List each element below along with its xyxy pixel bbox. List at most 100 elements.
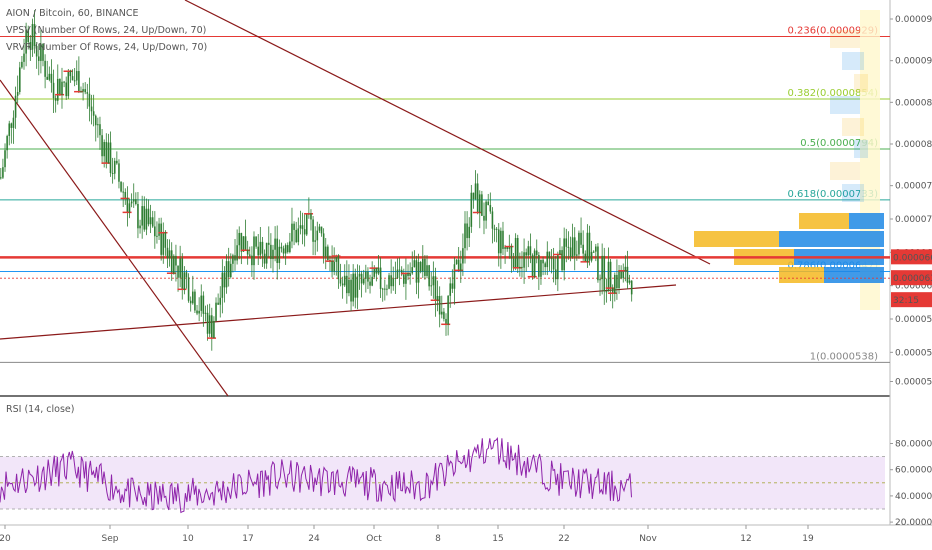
candle-body: [4, 150, 6, 168]
candle-body: [185, 272, 188, 278]
candle-body: [453, 264, 456, 289]
candle-body: [542, 259, 544, 264]
candle-body: [428, 265, 430, 287]
candle-body: [166, 247, 169, 259]
candle-body: [314, 240, 316, 242]
candle-body: [187, 277, 190, 301]
time-tick-label: 19: [802, 534, 814, 544]
candle-body: [238, 232, 241, 246]
candle-body: [301, 225, 304, 230]
candle-body: [305, 214, 308, 235]
candle-body: [341, 283, 344, 286]
candle-body: [417, 262, 420, 283]
candle-body: [192, 291, 194, 304]
candle-body: [436, 295, 439, 301]
candle-body: [588, 232, 591, 261]
price-badge-support: 0.0000664: [893, 253, 932, 263]
candle-body: [61, 81, 63, 95]
candle-body: [512, 258, 515, 269]
candle-body: [44, 60, 46, 77]
candle-body: [620, 270, 622, 279]
candle-body: [516, 238, 519, 268]
fib-label-1: 1(0.0000538): [810, 351, 878, 362]
candle-body: [141, 206, 143, 226]
candle-body: [293, 223, 295, 230]
price-tick-label: 0.0000710: [895, 215, 932, 225]
candle-body: [105, 142, 108, 164]
candle-body: [151, 217, 154, 227]
rsi-tick-label: 20.0000: [895, 518, 932, 528]
candle-body: [175, 255, 177, 266]
candle-body: [478, 194, 481, 213]
time-tick-label: 20: [0, 534, 11, 544]
candle-body: [546, 251, 549, 268]
candle-body: [470, 192, 473, 227]
candle-body: [352, 273, 354, 302]
candle-body: [508, 246, 511, 249]
volume-profile-up-1: [694, 231, 779, 247]
candle-body: [369, 281, 371, 286]
candle-body: [154, 226, 156, 237]
candle-body: [462, 248, 464, 264]
candle-body: [565, 238, 568, 247]
volume-profile-faint-4: [842, 118, 864, 136]
candle-body: [135, 199, 137, 205]
candle-body: [113, 160, 116, 174]
candle-body: [118, 163, 120, 182]
candle-body: [318, 226, 321, 231]
candle-body: [535, 250, 538, 255]
candle-body: [384, 288, 386, 290]
price-tick-label: 0.0000800: [895, 140, 932, 150]
candle-body: [120, 181, 122, 192]
candle-body: [29, 42, 32, 50]
candle-body: [348, 279, 350, 294]
candle-body: [56, 78, 59, 101]
candle-body: [132, 199, 135, 202]
candle-body: [432, 276, 435, 286]
candle-body: [333, 261, 335, 272]
candle-body: [54, 98, 57, 101]
candle-body: [12, 117, 15, 128]
fib-label-0.236: 0.236(0.0000929): [787, 26, 878, 37]
rsi-title[interactable]: RSI (14, close): [6, 404, 75, 415]
candle-body: [521, 266, 523, 268]
candle-body: [502, 230, 504, 249]
candle-body: [405, 273, 407, 284]
candles-group: [0, 10, 633, 351]
indicator-vpsv-label[interactable]: VPSV (Number Of Rows, 24, Up/Down, 70): [6, 25, 207, 36]
candle-body: [533, 250, 536, 277]
candle-body: [198, 310, 200, 314]
candle-body: [46, 76, 49, 80]
candle-body: [312, 219, 314, 242]
candle-body: [170, 250, 173, 274]
volume-profile-up-3: [779, 267, 824, 283]
candle-body: [16, 91, 19, 96]
candle-body: [158, 223, 160, 236]
indicator-vrvr-label[interactable]: VRVR (Number Of Rows, 24, Up/Down, 70): [6, 42, 208, 53]
candle-body: [394, 277, 397, 279]
candle-body: [576, 254, 578, 256]
candle-body: [97, 124, 99, 126]
candle-body: [411, 267, 414, 274]
candle-body: [289, 241, 291, 253]
candle-body: [443, 311, 445, 319]
candle-body: [476, 183, 479, 213]
volume-profile-faint-2: [854, 74, 868, 92]
candle-body: [276, 238, 279, 264]
volume-profile-faint-1: [842, 52, 864, 70]
chart-title[interactable]: AION / Bitcoin, 60, BINANCE: [6, 8, 139, 19]
candle-body: [493, 228, 496, 230]
candle-body: [181, 258, 184, 290]
candle-body: [206, 312, 209, 334]
candle-body: [196, 310, 198, 314]
candle-body: [299, 225, 302, 229]
candle-body: [101, 135, 103, 157]
time-tick-label: 8: [435, 534, 441, 544]
candle-body: [373, 268, 376, 277]
candle-body: [531, 255, 534, 277]
candle-body: [616, 274, 618, 289]
candle-body: [236, 245, 238, 261]
trendline-support: [0, 284, 677, 340]
candle-body: [48, 73, 51, 80]
